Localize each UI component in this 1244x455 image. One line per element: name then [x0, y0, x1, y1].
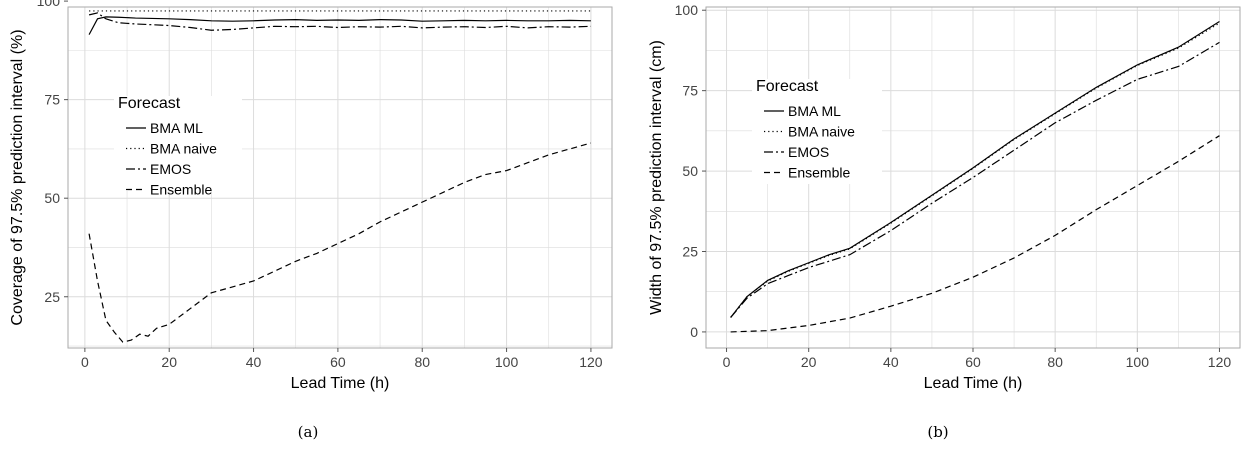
x-tick-label: 0	[81, 354, 89, 370]
series-line-emos	[88, 12, 591, 31]
x-tick-label: 40	[246, 354, 262, 370]
y-axis-label: Width of 97.5% prediction interval (cm)	[648, 40, 665, 315]
x-tick-label: 0	[723, 354, 731, 370]
series-line-ensemble	[730, 135, 1220, 333]
x-tick-label: 40	[883, 354, 899, 370]
legend-label: EMOS	[788, 144, 829, 160]
x-axis-label: Lead Time (h)	[924, 375, 1023, 392]
legend-label: BMA naive	[788, 124, 855, 140]
legend-box	[752, 79, 882, 184]
chart-panel-b: 0 20 40 60 80 100 120 0 25 50 75 100 Lead Time (h) Wi…	[648, 2, 1241, 392]
y-tick-label: 50	[682, 163, 698, 179]
y-tick-label: 50	[44, 190, 60, 206]
series-line-bma-ml	[88, 16, 591, 35]
caption-a: (a)	[298, 423, 319, 441]
legend-label: BMA ML	[150, 120, 203, 136]
x-tick-label: 100	[495, 354, 519, 370]
series-line-ensemble	[88, 142, 592, 343]
legend-label: Ensemble	[150, 182, 212, 198]
x-tick-label: 80	[1047, 354, 1063, 370]
legend-title: Forecast	[756, 78, 819, 95]
x-tick-label: 20	[161, 354, 177, 370]
legend-label: BMA naive	[150, 141, 217, 157]
legend-label: BMA ML	[788, 103, 841, 119]
series-line-bma-naive	[730, 22, 1220, 318]
caption-b: (b)	[927, 423, 948, 441]
legend-label: Ensemble	[788, 165, 850, 181]
x-tick-label: 120	[579, 354, 603, 370]
x-tick-label: 60	[965, 354, 981, 370]
y-tick-label: 75	[682, 83, 698, 99]
x-tick-label: 80	[414, 354, 430, 370]
y-tick-label: 25	[44, 289, 60, 305]
chart-panel-a: 0 20 40 60 80 100 120 25 50 75 100 Lead Time (h) Cov…	[9, 0, 613, 392]
series-line-emos	[730, 41, 1220, 318]
y-axis-label: Coverage of 97.5% prediction interval (%…	[9, 29, 26, 325]
y-tick-label: 25	[682, 243, 698, 259]
x-tick-label: 120	[1208, 354, 1232, 370]
y-tick-label: 75	[44, 92, 60, 108]
plot-border	[67, 6, 613, 349]
x-axis-label: Lead Time (h)	[291, 375, 390, 392]
y-tick-label: 0	[690, 324, 698, 340]
legend-label: EMOS	[150, 161, 191, 177]
legend-box	[114, 96, 242, 191]
y-tick-label: 100	[37, 0, 61, 9]
x-tick-label: 60	[330, 354, 346, 370]
x-tick-label: 100	[1126, 354, 1150, 370]
legend-title: Forecast	[118, 95, 181, 112]
x-tick-label: 20	[801, 354, 817, 370]
y-tick-label: 100	[675, 2, 699, 18]
